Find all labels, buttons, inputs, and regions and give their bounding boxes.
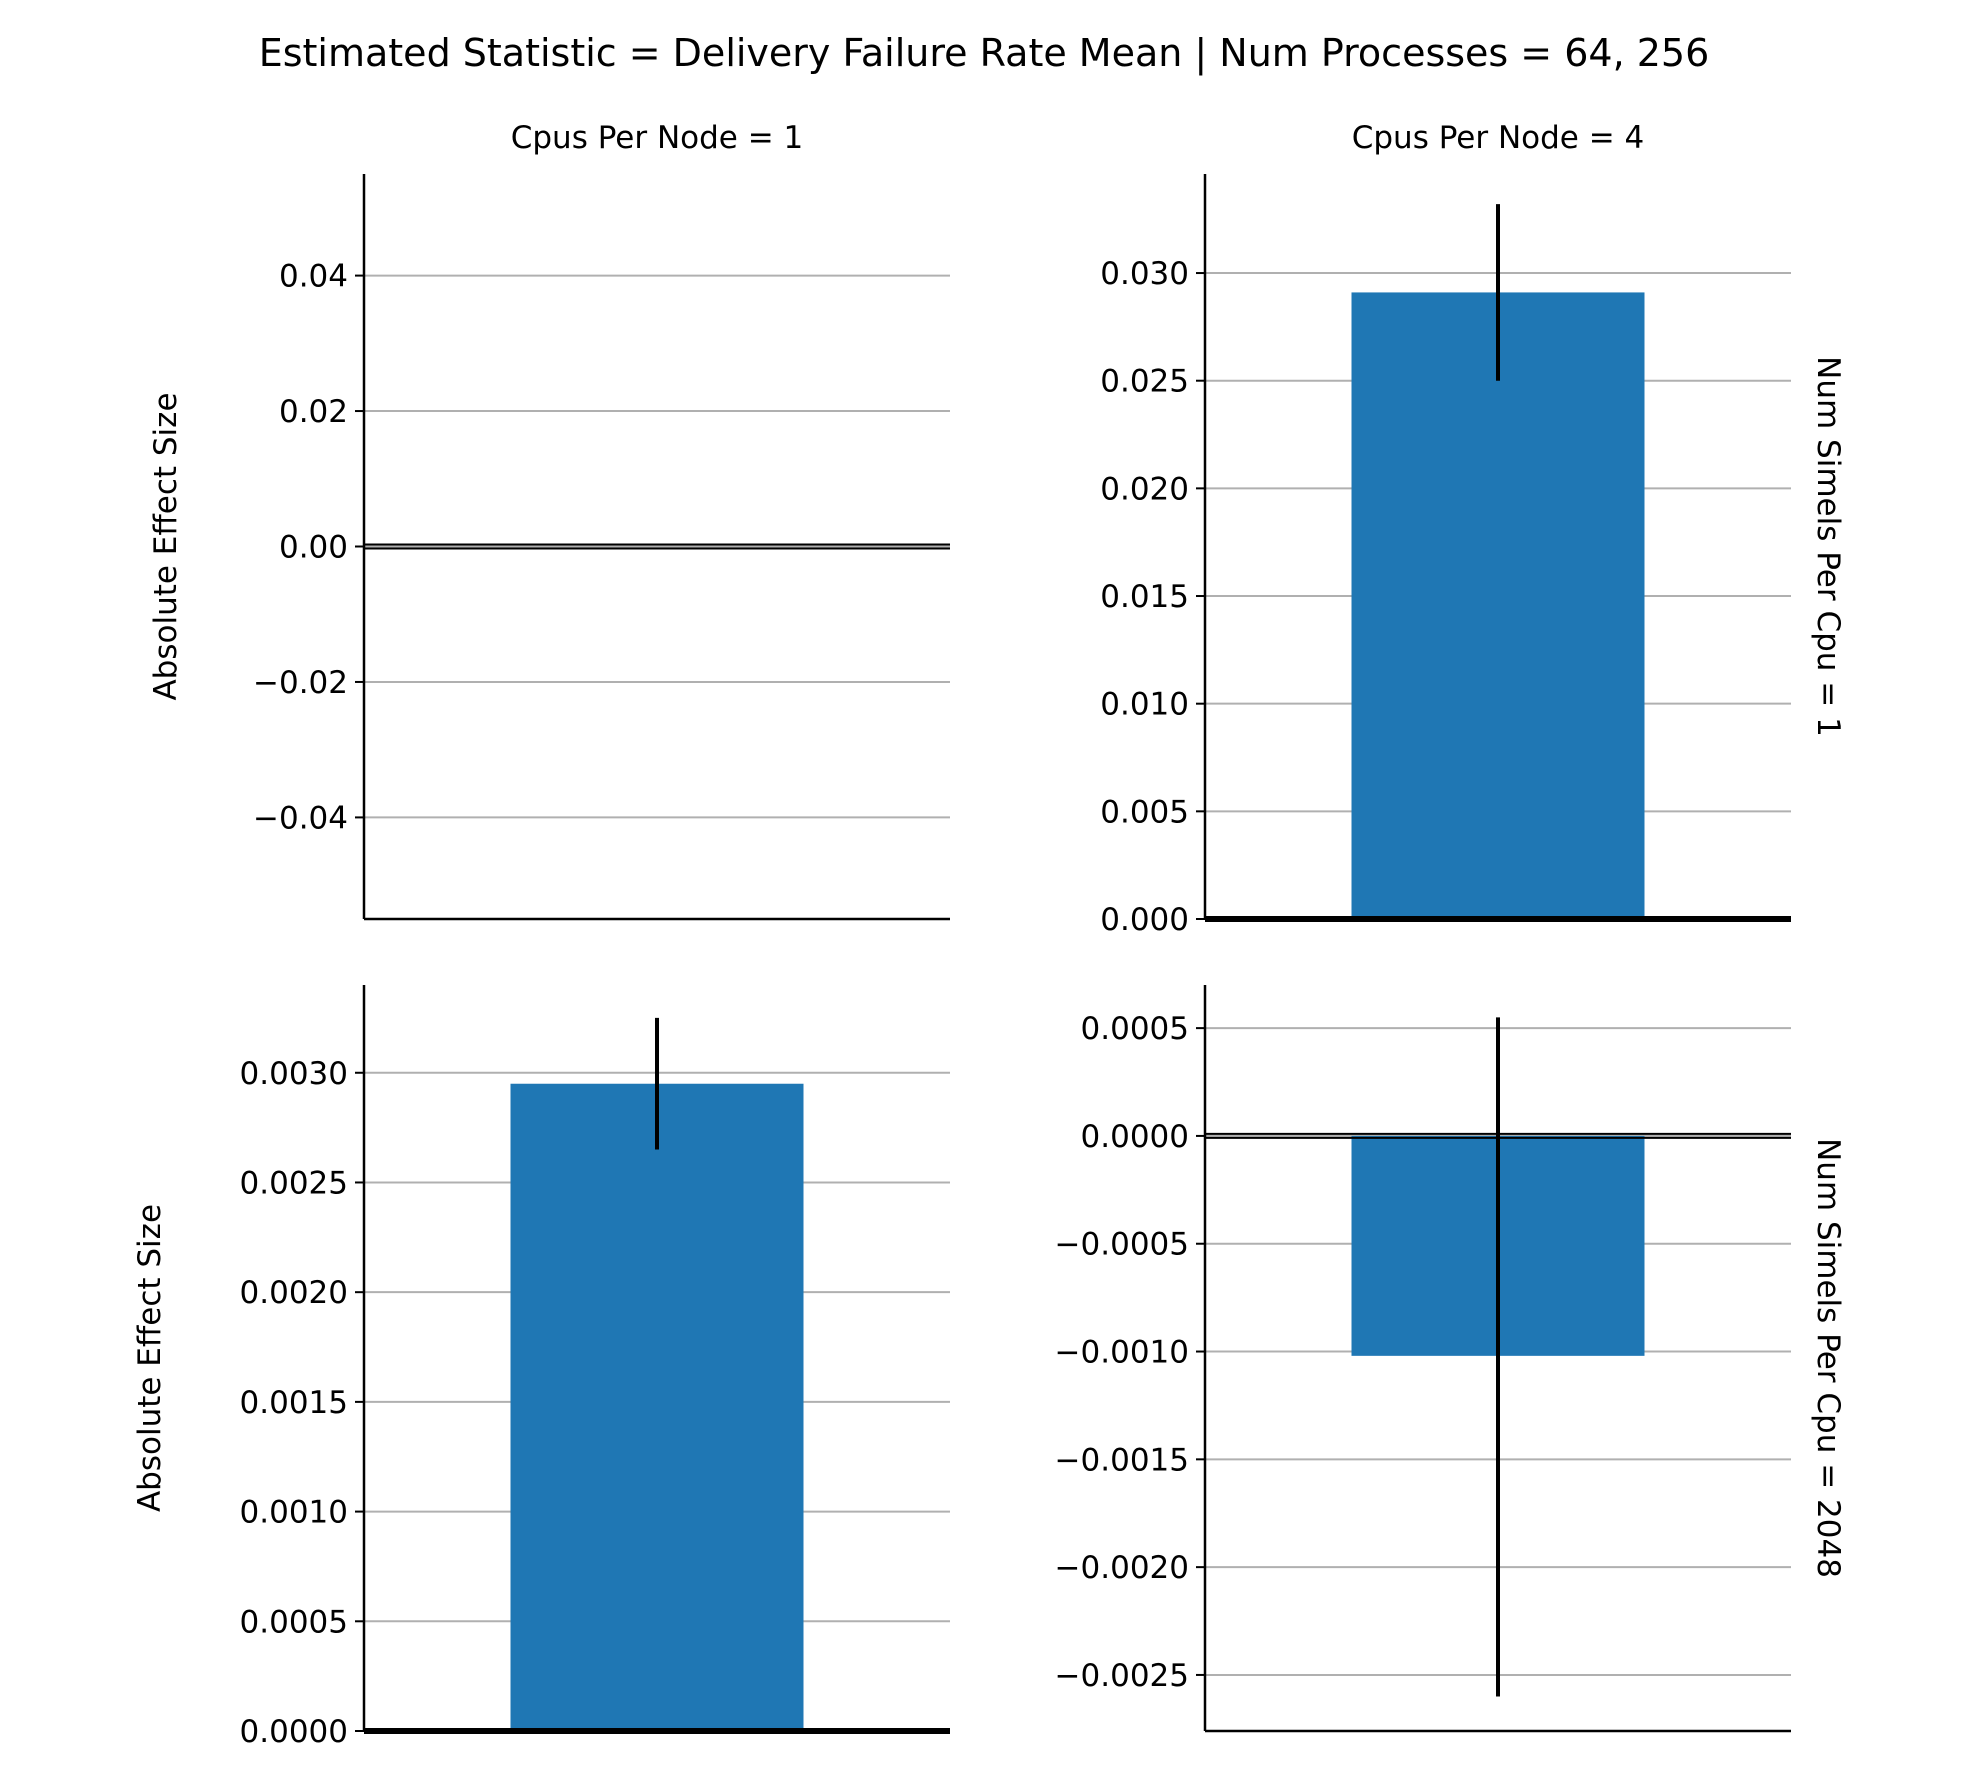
figure-suptitle: Estimated Statistic = Delivery Failure R… [259, 31, 1710, 76]
y-tick-label: 0.0005 [1081, 1011, 1189, 1047]
panel-cpus1-simels1: −0.04 −0.02 0.00 0.02 0.04 Cpus Per Node = 1 A… [148, 120, 950, 921]
y-tick-label: 0.015 [1100, 579, 1189, 615]
y-tick-label: 0.030 [1100, 256, 1189, 292]
y-tick-label: 0.02 [279, 394, 348, 430]
y-tick-label: 0.0030 [240, 1056, 348, 1092]
y-tick-label: −0.0010 [1055, 1335, 1189, 1371]
y-tick-label: 0.0000 [240, 1714, 348, 1750]
y-tick-label: 0.025 [1100, 364, 1189, 400]
y-tick-label: 0.00 [279, 530, 348, 566]
panel-cpus4-simels1: 0.000 0.005 0.010 0.015 0.020 0.025 0.030 Cpus … [1100, 120, 1846, 938]
y-tick-label: 0.020 [1100, 471, 1189, 507]
row-label: Num Simels Per Cpu = 1 [1810, 356, 1846, 737]
y-tick-label: 0.0010 [240, 1495, 348, 1531]
column-title: Cpus Per Node = 1 [511, 120, 804, 156]
bar [1351, 292, 1645, 919]
y-tick-label: 0.0020 [240, 1275, 348, 1311]
bar [510, 1083, 804, 1731]
y-axis-label: Absolute Effect Size [148, 392, 184, 700]
y-tick-label: −0.0020 [1055, 1550, 1189, 1586]
y-tick-label: 0.0025 [240, 1165, 348, 1201]
y-tick-label: −0.0015 [1055, 1442, 1189, 1478]
y-tick-label: −0.0025 [1055, 1658, 1189, 1694]
row-label: Num Simels Per Cpu = 2048 [1810, 1138, 1846, 1578]
panel-cpus1-simels2048: 0.0000 0.0005 0.0010 0.0015 0.0020 0.0025 0.00… [132, 985, 950, 1750]
panel-cpus4-simels2048: −0.0025 −0.0020 −0.0015 −0.0010 −0.0005 0.000… [1055, 985, 1846, 1733]
y-tick-label: 0.000 [1100, 902, 1189, 938]
column-title: Cpus Per Node = 4 [1352, 120, 1645, 156]
y-tick-label: 0.0005 [240, 1604, 348, 1640]
y-tick-label: 0.04 [279, 259, 348, 295]
y-tick-label: −0.0005 [1055, 1227, 1189, 1263]
y-tick-label: 0.0000 [1081, 1119, 1189, 1155]
y-tick-label: −0.02 [253, 665, 348, 701]
y-tick-label: 0.010 [1100, 687, 1189, 723]
y-axis-label: Absolute Effect Size [132, 1204, 168, 1512]
y-tick-label: 0.0015 [240, 1385, 348, 1421]
y-tick-label: 0.005 [1100, 794, 1189, 830]
y-tick-label: −0.04 [253, 800, 348, 836]
